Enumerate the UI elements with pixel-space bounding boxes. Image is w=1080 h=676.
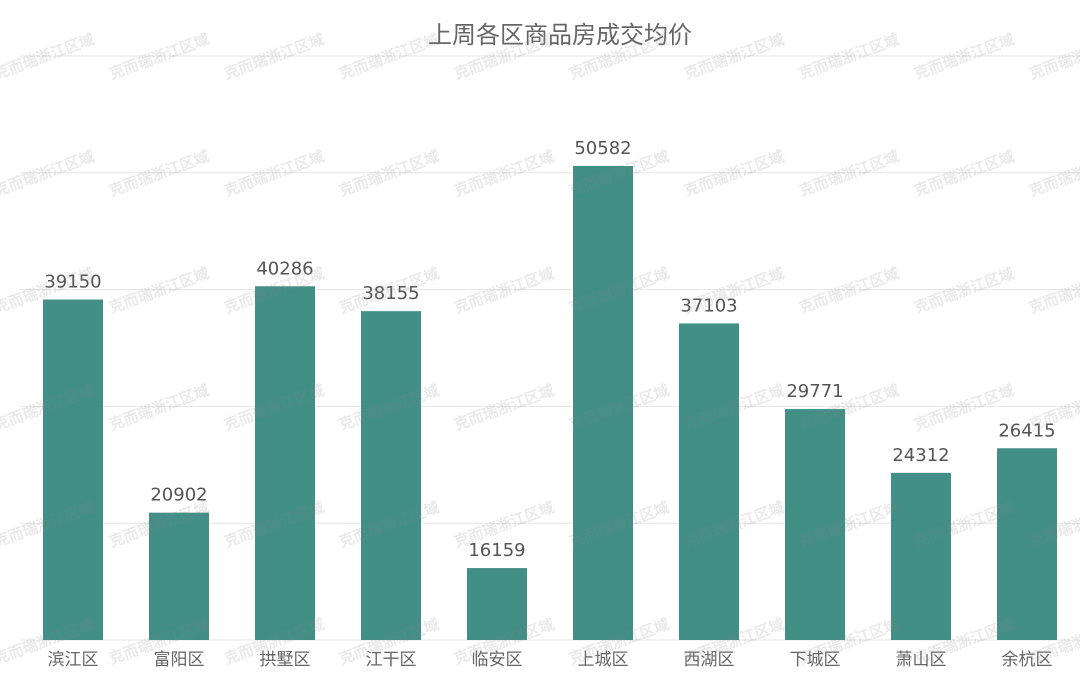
- bar: [255, 286, 315, 640]
- watermark-text: 克而瑞浙江区域: [797, 264, 902, 317]
- value-label: 37103: [680, 295, 737, 316]
- watermark-text: 克而瑞浙江区域: [337, 30, 442, 83]
- value-label: 38155: [362, 283, 419, 304]
- watermark-text: 克而瑞浙江区域: [452, 264, 557, 317]
- watermark-text: 克而瑞浙江区域: [797, 147, 902, 200]
- watermark-text: 克而瑞浙江区域: [1027, 30, 1080, 83]
- value-label: 40286: [256, 258, 313, 279]
- watermark-text: 克而瑞浙江区域: [107, 264, 212, 317]
- watermark-text: 克而瑞浙江区域: [222, 30, 327, 83]
- watermark-text: 克而瑞浙江区域: [797, 30, 902, 83]
- value-label: 50582: [574, 138, 631, 159]
- watermark-text: 克而瑞浙江区域: [1027, 264, 1080, 317]
- watermark-text: 克而瑞浙江区域: [337, 147, 442, 200]
- watermark-text: 克而瑞浙江区域: [912, 147, 1017, 200]
- value-label: 20902: [150, 485, 207, 506]
- value-label: 24312: [892, 445, 949, 466]
- x-tick-label: 下城区: [790, 650, 841, 670]
- x-tick-label: 余杭区: [1002, 650, 1053, 670]
- x-tick-label: 西湖区: [684, 650, 735, 670]
- watermark-text: 克而瑞浙江区域: [1027, 147, 1080, 200]
- bar: [467, 568, 527, 640]
- watermark-text: 克而瑞浙江区域: [912, 30, 1017, 83]
- watermark-text: 克而瑞浙江区域: [1027, 381, 1080, 434]
- watermark-text: 克而瑞浙江区域: [452, 147, 557, 200]
- x-tick-label: 上城区: [578, 650, 629, 670]
- x-tick-label: 富阳区: [154, 650, 205, 670]
- bar: [573, 166, 633, 640]
- bar: [361, 311, 421, 640]
- value-label: 26415: [998, 420, 1055, 441]
- x-tick-label: 拱墅区: [260, 650, 311, 670]
- bar: [997, 448, 1057, 640]
- bar: [679, 323, 739, 640]
- watermark-text: 克而瑞浙江区域: [0, 147, 97, 200]
- bar: [891, 472, 951, 640]
- x-tick-label: 临安区: [472, 650, 523, 670]
- watermark-text: 克而瑞浙江区域: [107, 147, 212, 200]
- watermark-text: 克而瑞浙江区域: [107, 30, 212, 83]
- watermark-text: 克而瑞浙江区域: [0, 30, 97, 83]
- x-tick-label: 萧山区: [896, 650, 947, 670]
- chart-title: 上周各区商品房成交均价: [428, 21, 692, 49]
- x-tick-label: 江干区: [366, 650, 417, 670]
- watermark-text: 克而瑞浙江区域: [452, 381, 557, 434]
- x-tick-label: 滨江区: [48, 650, 99, 670]
- value-label: 29771: [786, 381, 843, 402]
- watermark-text: 克而瑞浙江区域: [682, 147, 787, 200]
- watermark-text: 克而瑞浙江区域: [912, 264, 1017, 317]
- value-label: 39150: [44, 272, 101, 293]
- watermark-text: 克而瑞浙江区域: [107, 381, 212, 434]
- watermark-text: 克而瑞浙江区域: [337, 264, 442, 317]
- bar: [785, 409, 845, 640]
- bar: [43, 299, 103, 640]
- value-label: 16159: [468, 540, 525, 561]
- bar: [149, 512, 209, 640]
- watermark-text: 克而瑞浙江区域: [222, 147, 327, 200]
- watermark-text: 克而瑞浙江区域: [682, 30, 787, 83]
